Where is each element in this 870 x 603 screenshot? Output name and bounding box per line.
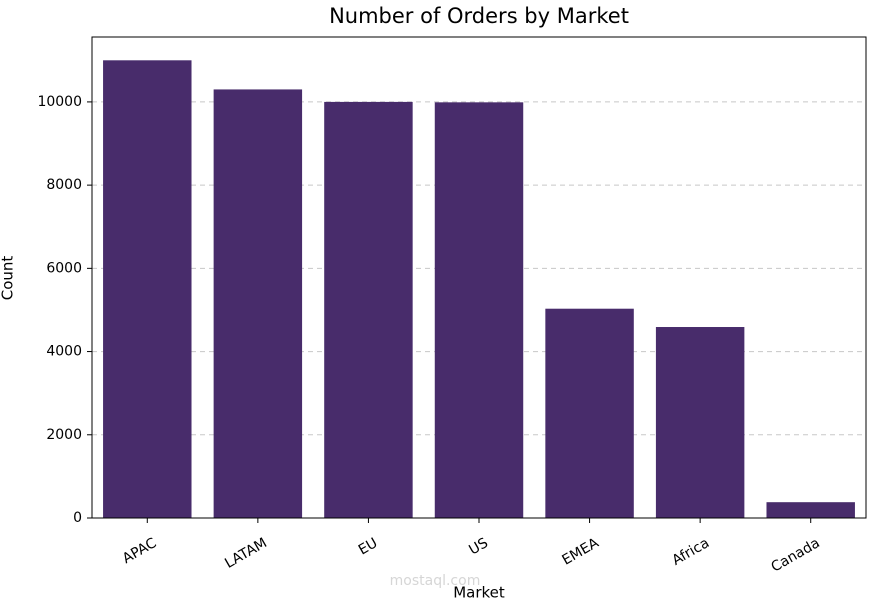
y-axis-label: Count xyxy=(0,256,17,301)
x-tick-label: EMEA xyxy=(559,535,601,569)
bar xyxy=(766,502,855,518)
x-tick-label: Africa xyxy=(670,535,713,569)
x-tick-label: LATAM xyxy=(222,535,270,572)
y-tick-label: 10000 xyxy=(37,94,82,110)
bar xyxy=(103,60,192,519)
x-tick-label: Canada xyxy=(769,535,823,575)
bar xyxy=(324,101,413,518)
plot-frame xyxy=(91,36,867,519)
x-tick-label: APAC xyxy=(120,535,160,567)
chart-title: Number of Orders by Market xyxy=(329,4,629,28)
bar xyxy=(434,102,524,519)
x-tick-label: EU xyxy=(356,535,381,558)
y-tick-label: 2000 xyxy=(46,427,82,443)
y-tick-label: 4000 xyxy=(46,344,82,360)
y-tick-label: 6000 xyxy=(46,260,82,276)
watermark: mostaql.com xyxy=(390,573,481,589)
x-tick-label: US xyxy=(466,535,491,558)
bar xyxy=(213,89,303,518)
bar xyxy=(655,327,745,518)
y-tick-label: 0 xyxy=(73,510,82,526)
y-tick-label: 8000 xyxy=(46,177,82,193)
bar xyxy=(545,308,634,518)
x-axis-label: Market xyxy=(453,584,505,602)
